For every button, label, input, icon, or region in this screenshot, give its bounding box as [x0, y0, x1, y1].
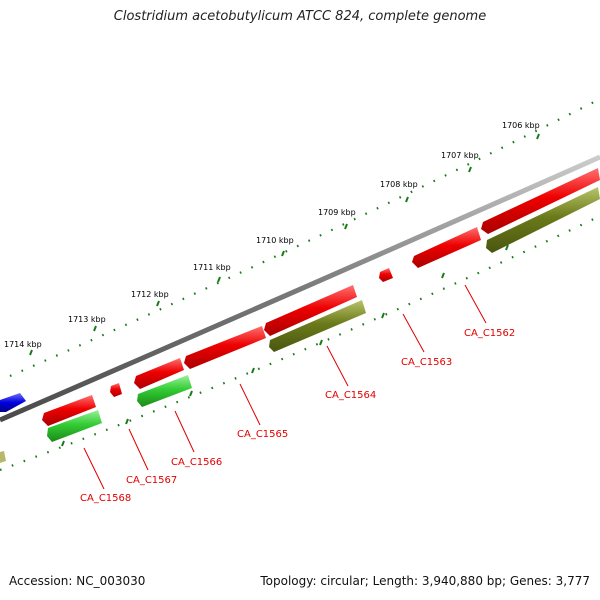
gene-olive[interactable]: [486, 187, 600, 253]
outer-major-ticks: [29, 133, 540, 356]
gene-label: CA_C1562: [464, 328, 515, 339]
kbp-label: 1709 kbp: [318, 208, 356, 217]
gene-label: CA_C1568: [80, 493, 131, 504]
kbp-label: 1710 kbp: [256, 236, 294, 245]
gene-olive[interactable]: [269, 300, 366, 352]
gene-red[interactable]: [134, 358, 184, 389]
gene-khaki[interactable]: [0, 451, 6, 463]
inner-tick-ring: [0, 215, 600, 472]
gene-red[interactable]: [110, 383, 122, 397]
gene-label: CA_C1564: [325, 390, 376, 401]
gene-red[interactable]: [412, 227, 481, 268]
gene-label: CA_C1563: [401, 357, 452, 368]
gene-red[interactable]: [379, 268, 393, 282]
inner-major-ticks: [61, 244, 509, 447]
kbp-label: 1713 kbp: [68, 315, 106, 324]
genome-backbone: [0, 154, 600, 423]
kbp-label: 1711 kbp: [193, 263, 231, 272]
forward-strand-genes: [42, 168, 600, 426]
kbp-label: 1712 kbp: [131, 290, 169, 299]
gene-red[interactable]: [184, 326, 266, 369]
gene-red[interactable]: [481, 168, 600, 234]
map-title: Clostridium acetobutylicum ATCC 824, com…: [113, 9, 487, 24]
accession-text: Accession: NC_003030: [9, 574, 146, 588]
outer-tick-ring: [9, 99, 599, 378]
label-leader-lines: [83, 284, 487, 490]
gene-label: CA_C1565: [237, 429, 288, 440]
genome-summary-text: Topology: circular; Length: 3,940,880 bp…: [260, 574, 590, 588]
gene-red[interactable]: [42, 395, 96, 426]
gene-label: CA_C1566: [171, 457, 222, 468]
kbp-label: 1708 kbp: [380, 180, 418, 189]
kbp-label: 1714 kbp: [4, 340, 42, 349]
gene-label: CA_C1567: [126, 475, 177, 486]
gene-green[interactable]: [137, 375, 192, 407]
kbp-label: 1706 kbp: [502, 121, 540, 130]
gene-green[interactable]: [47, 410, 102, 442]
kbp-label: 1707 kbp: [441, 151, 479, 160]
gene-red[interactable]: [264, 285, 357, 336]
reverse-strand-genes: [0, 187, 600, 463]
gene-blue[interactable]: [0, 393, 26, 412]
